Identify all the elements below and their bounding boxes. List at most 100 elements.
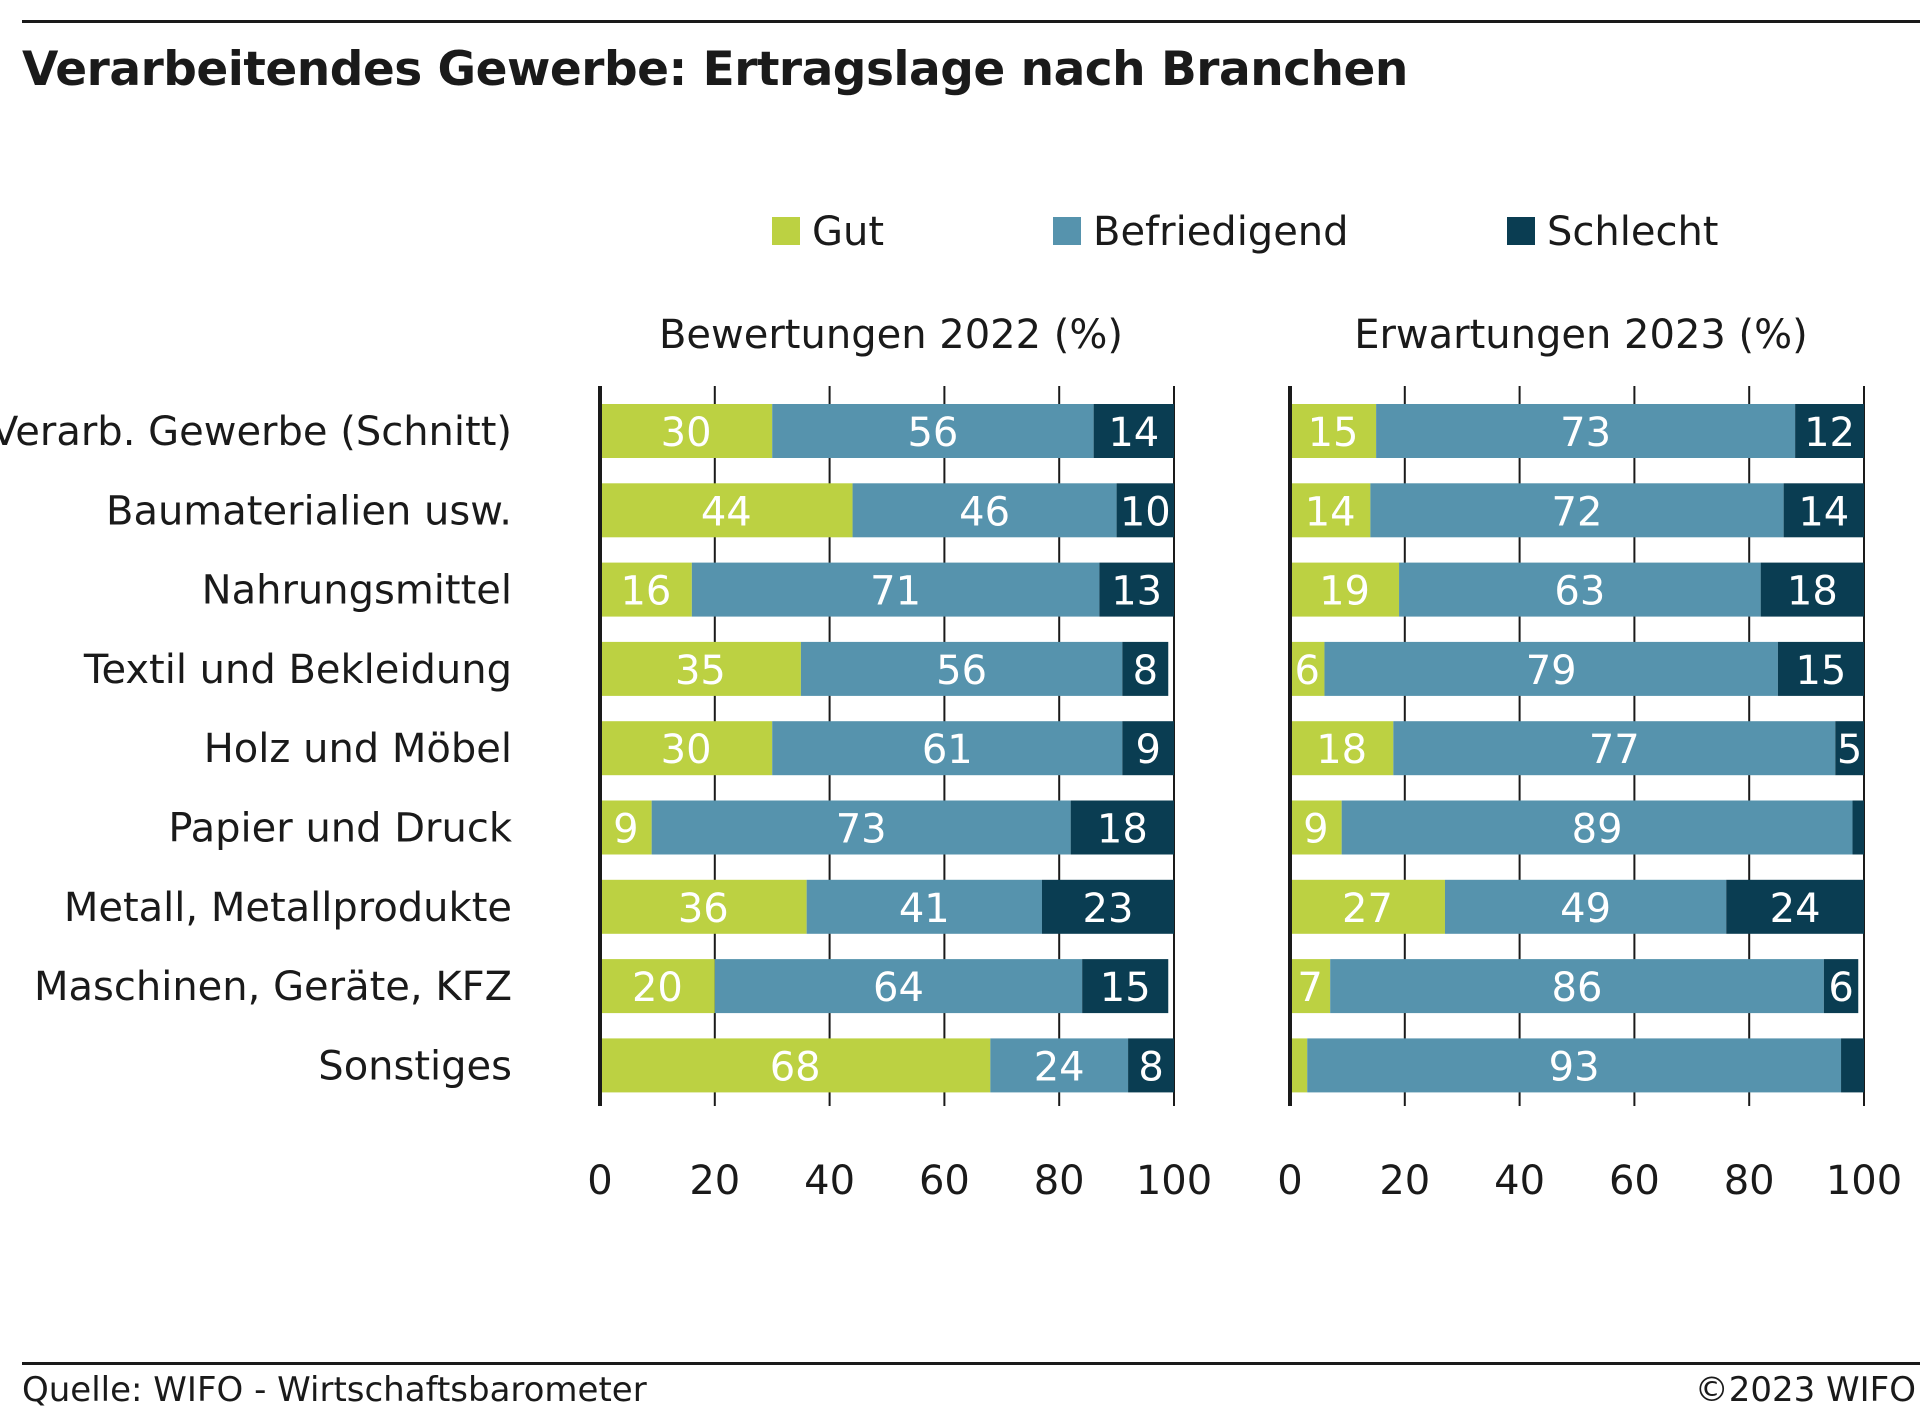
- data-label: 61: [922, 727, 973, 773]
- bar-segment-schlecht: [1099, 562, 1174, 617]
- data-label: 93: [1549, 1044, 1600, 1090]
- legend-swatch-schlecht: [1507, 217, 1535, 245]
- legend-label-befriedigend: Befriedigend: [1093, 209, 1349, 255]
- category-label: Nahrungsmittel: [202, 568, 512, 614]
- bar-segment-schlecht: [1841, 1038, 1864, 1093]
- bar-segment-befriedigend: [1444, 879, 1727, 934]
- panel-title: Erwartungen 2023 (%): [1354, 312, 1808, 358]
- bar-segment-schlecht: [1128, 1038, 1174, 1093]
- data-label: 63: [1554, 569, 1605, 615]
- bar-segment-befriedigend: [772, 721, 1123, 776]
- bar-segment-gut: [1290, 721, 1394, 776]
- bar-segment-schlecht: [1835, 721, 1864, 776]
- bar-segment-befriedigend: [1341, 800, 1853, 855]
- data-label: 20: [632, 965, 683, 1011]
- copyright-note: ©2023 WIFO: [1694, 1370, 1916, 1410]
- data-label: 27: [1342, 886, 1393, 932]
- bar-segment-gut: [1290, 483, 1371, 538]
- data-label: 7: [1297, 965, 1322, 1011]
- data-label: 23: [1083, 886, 1134, 932]
- data-label: 9: [1135, 727, 1160, 773]
- data-label: 18: [1787, 569, 1838, 615]
- data-label: 15: [1100, 965, 1151, 1011]
- bar-segment-gut: [1290, 404, 1377, 458]
- data-label: 56: [936, 648, 987, 694]
- bar-segment-gut: [600, 562, 692, 617]
- data-label: 56: [907, 410, 958, 456]
- source-note: Quelle: WIFO - Wirtschaftsbarometer: [22, 1370, 647, 1410]
- x-tick-label: 100: [1826, 1158, 1902, 1204]
- data-label: 19: [1319, 569, 1370, 615]
- data-label: 86: [1552, 965, 1603, 1011]
- bar-segment-gut: [600, 404, 773, 458]
- data-label: 6: [1828, 965, 1853, 1011]
- x-tick-label: 100: [1136, 1158, 1212, 1204]
- bar-segment-schlecht: [1783, 483, 1864, 538]
- bar-segment-befriedigend: [852, 483, 1117, 538]
- category-label: Holz und Möbel: [204, 726, 512, 772]
- bar-segment-gut: [1290, 641, 1325, 696]
- bar-segment-befriedigend: [1376, 404, 1796, 458]
- bar-segment-befriedigend: [806, 879, 1042, 934]
- legend-label-gut: Gut: [812, 209, 884, 255]
- data-label: 14: [1108, 410, 1159, 456]
- data-label: 15: [1308, 410, 1359, 456]
- bar-segment-gut: [1290, 959, 1331, 1014]
- bar-segment-befriedigend: [691, 562, 1100, 617]
- bar-segment-befriedigend: [651, 800, 1071, 855]
- data-label: 18: [1097, 807, 1148, 853]
- bar-segment-gut: [600, 879, 807, 934]
- data-label: 72: [1552, 489, 1603, 535]
- data-label: 24: [1034, 1044, 1085, 1090]
- data-label: 6: [1294, 648, 1319, 694]
- data-label: 73: [1560, 410, 1611, 456]
- data-label: 68: [770, 1044, 821, 1090]
- legend-label-schlecht: Schlecht: [1547, 209, 1718, 255]
- category-label: Papier und Druck: [168, 806, 513, 852]
- data-label: 14: [1798, 489, 1849, 535]
- bar-segment-schlecht: [1122, 721, 1174, 776]
- data-label: 30: [661, 410, 712, 456]
- x-tick-label: 60: [919, 1158, 970, 1204]
- x-tick-label: 20: [1379, 1158, 1430, 1204]
- category-label: Textil und Bekleidung: [83, 647, 512, 693]
- category-label: Metall, Metallprodukte: [64, 885, 512, 931]
- data-label: 12: [1804, 410, 1855, 456]
- data-label: 64: [873, 965, 924, 1011]
- x-tick-label: 40: [804, 1158, 855, 1204]
- legend-swatch-gut: [772, 217, 800, 245]
- bar-segment-gut: [600, 800, 652, 855]
- category-label: Baumaterialien usw.: [106, 488, 512, 534]
- data-label: 18: [1316, 727, 1367, 773]
- bar-segment-schlecht: [1041, 879, 1174, 934]
- category-label: Maschinen, Geräte, KFZ: [34, 964, 512, 1010]
- data-label: 41: [899, 886, 950, 932]
- bar-segment-schlecht: [1093, 404, 1174, 458]
- data-label: 44: [701, 489, 752, 535]
- panel-title: Bewertungen 2022 (%): [659, 312, 1123, 358]
- top-rule: [22, 20, 1920, 23]
- bar-segment-gut: [600, 1038, 991, 1093]
- data-label: 10: [1120, 489, 1171, 535]
- bar-segment-befriedigend: [990, 1038, 1129, 1093]
- bar-segment-befriedigend: [1370, 483, 1784, 538]
- legend-swatch-befriedigend: [1053, 217, 1081, 245]
- data-label: 89: [1572, 807, 1623, 853]
- data-label: 9: [613, 807, 638, 853]
- bar-segment-gut: [1290, 562, 1400, 617]
- x-tick-label: 60: [1609, 1158, 1660, 1204]
- bar-segment-gut: [600, 641, 801, 696]
- x-tick-label: 80: [1724, 1158, 1775, 1204]
- bar-segment-gut: [1290, 879, 1445, 934]
- data-label: 5: [1837, 727, 1862, 773]
- x-tick-label: 80: [1034, 1158, 1085, 1204]
- data-label: 35: [675, 648, 726, 694]
- data-label: 79: [1526, 648, 1577, 694]
- category-label: Sonstiges: [318, 1043, 512, 1089]
- bar-segment-befriedigend: [1324, 641, 1778, 696]
- data-label: 49: [1560, 886, 1611, 932]
- data-label: 13: [1111, 569, 1162, 615]
- data-label: 30: [661, 727, 712, 773]
- data-label: 77: [1589, 727, 1640, 773]
